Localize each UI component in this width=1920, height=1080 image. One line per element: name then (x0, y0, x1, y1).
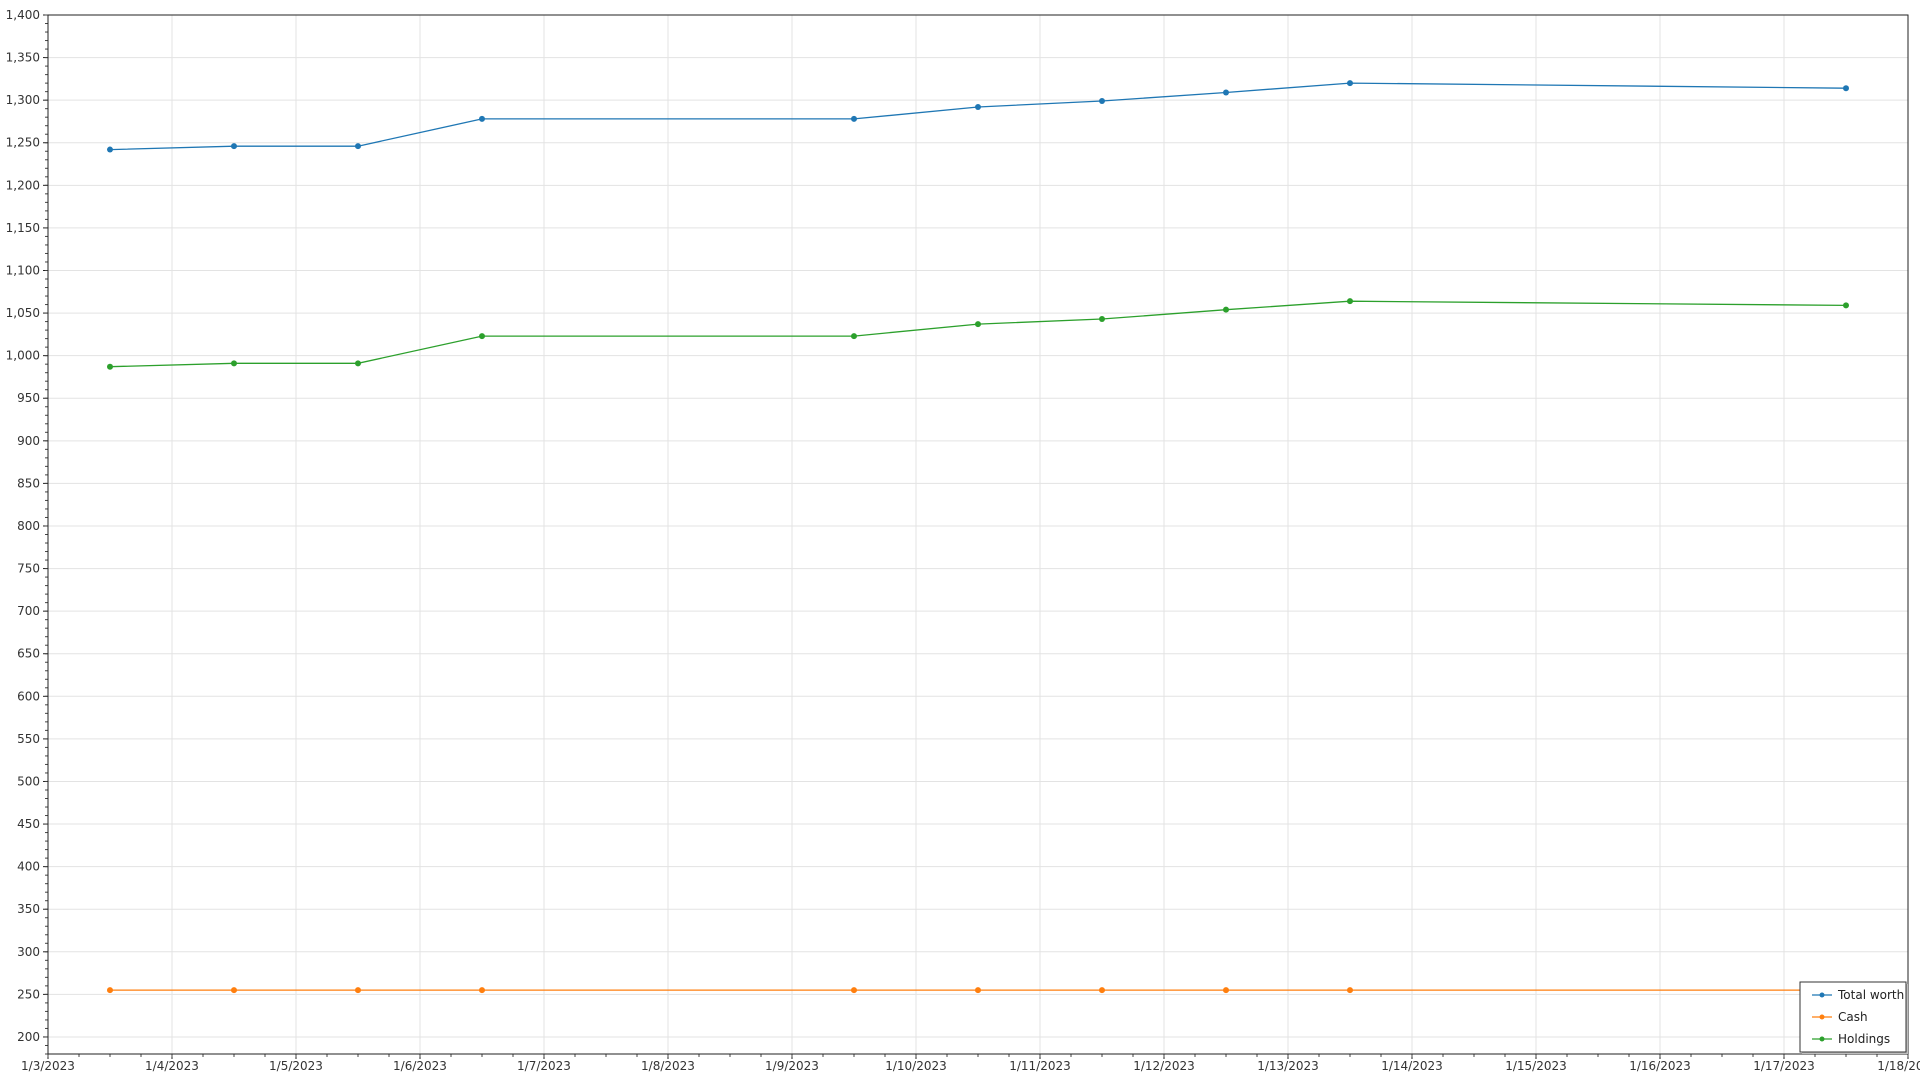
y-tick-label: 1,100 (6, 263, 40, 277)
series-line-total-worth (109, 82, 1847, 151)
y-tick-label: 800 (17, 519, 40, 533)
y-tick-label: 850 (17, 476, 40, 490)
data-point (107, 987, 113, 994)
legend-label: Total worth (1837, 988, 1904, 1002)
y-tick-label: 450 (17, 817, 40, 831)
legend-label: Cash (1838, 1010, 1868, 1024)
series-line-holdings (109, 300, 1847, 368)
x-tick-label: 1/15/2023 (1505, 1059, 1567, 1073)
data-point (1843, 302, 1849, 309)
y-tick-label: 1,150 (6, 221, 40, 235)
data-point (231, 987, 237, 994)
x-tick-label: 1/6/2023 (393, 1059, 447, 1073)
y-tick-label: 1,050 (6, 306, 40, 320)
data-point (231, 143, 237, 150)
data-point (1347, 298, 1353, 305)
legend-label: Holdings (1838, 1032, 1890, 1046)
data-point (851, 115, 857, 122)
x-tick-label: 1/14/2023 (1381, 1059, 1443, 1073)
y-tick-label: 1,200 (6, 178, 40, 192)
y-tick-label: 300 (17, 945, 40, 959)
data-point (1347, 987, 1353, 994)
x-tick-label: 1/13/2023 (1257, 1059, 1319, 1073)
data-point (355, 143, 361, 150)
y-tick-label: 550 (17, 732, 40, 746)
y-tick-label: 1,350 (6, 51, 40, 65)
data-point (1099, 98, 1105, 105)
data-point (975, 321, 981, 328)
y-tick-label: 1,000 (6, 349, 40, 363)
x-tick-label: 1/10/2023 (885, 1059, 947, 1073)
legend-swatch-marker (1819, 1014, 1825, 1020)
y-tick-label: 500 (17, 774, 40, 788)
x-tick-label: 1/4/2023 (145, 1059, 199, 1073)
data-point (1843, 85, 1849, 92)
y-tick-label: 200 (17, 1030, 40, 1044)
data-point (107, 146, 113, 153)
data-point (1223, 306, 1229, 313)
data-point (1223, 89, 1229, 96)
legend-swatch-marker (1819, 1036, 1825, 1042)
data-point (1099, 316, 1105, 323)
data-point (851, 987, 857, 994)
x-tick-label: 1/18/2023 (1877, 1059, 1920, 1073)
grid-layer (48, 15, 1909, 1054)
data-point (851, 333, 857, 340)
y-tick-label: 250 (17, 987, 40, 1001)
data-point (231, 360, 237, 367)
x-tick-label: 1/17/2023 (1753, 1059, 1815, 1073)
y-tick-label: 950 (17, 391, 40, 405)
series-layer (107, 80, 1849, 994)
x-tick-label: 1/3/2023 (21, 1059, 75, 1073)
data-point (355, 987, 361, 994)
y-tick-label: 650 (17, 647, 40, 661)
y-tick-label: 750 (17, 562, 40, 576)
data-point (975, 103, 981, 110)
y-tick-label: 900 (17, 434, 40, 448)
data-point (479, 987, 485, 994)
data-point (975, 987, 981, 994)
data-point (1347, 80, 1353, 87)
data-point (355, 360, 361, 367)
x-tick-label: 1/16/2023 (1629, 1059, 1691, 1073)
x-tick-label: 1/5/2023 (269, 1059, 323, 1073)
y-tick-label: 1,300 (6, 93, 40, 107)
legend: Total worth Cash Holdings (1799, 981, 1908, 1054)
x-tick-label: 1/11/2023 (1009, 1059, 1071, 1073)
x-tick-label: 1/9/2023 (765, 1059, 819, 1073)
data-point (479, 333, 485, 340)
x-tick-label: 1/7/2023 (517, 1059, 571, 1073)
y-tick-label: 350 (17, 902, 40, 916)
data-point (107, 363, 113, 370)
data-point (479, 115, 485, 122)
y-tick-label: 1,250 (6, 136, 40, 150)
data-point (1099, 987, 1105, 994)
y-tick-label: 400 (17, 860, 40, 874)
y-tick-label: 1,400 (6, 8, 40, 22)
axes-layer: 1/3/2023 1/4/2023 1/5/2023 1/6/2023 1/7/2023… (6, 8, 1920, 1073)
x-tick-label: 1/12/2023 (1133, 1059, 1195, 1073)
plot-area-border (47, 14, 1909, 1055)
y-tick-label: 700 (17, 604, 40, 618)
x-tick-label: 1/8/2023 (641, 1059, 695, 1073)
data-point (1223, 987, 1229, 994)
y-tick-label: 600 (17, 689, 40, 703)
legend-swatch-marker (1819, 992, 1825, 998)
